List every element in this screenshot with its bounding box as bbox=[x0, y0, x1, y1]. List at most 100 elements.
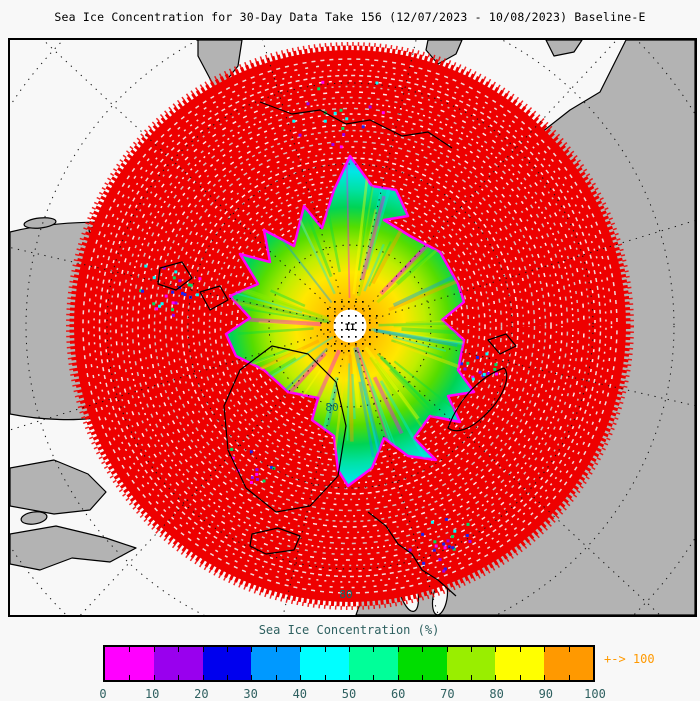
colorbar-tick bbox=[471, 675, 472, 680]
ice-speck bbox=[433, 540, 436, 543]
colorbar-tick bbox=[447, 647, 448, 652]
colorbar-tick bbox=[251, 647, 252, 652]
map-frame: II 80 80 bbox=[8, 38, 697, 617]
pole-marker: II bbox=[345, 323, 356, 333]
ice-speck bbox=[196, 293, 199, 296]
ice-speck bbox=[431, 521, 434, 524]
ice-speck bbox=[495, 373, 498, 376]
colorbar-label-10: 10 bbox=[145, 687, 159, 701]
ice-speck bbox=[439, 558, 442, 561]
ice-speck bbox=[483, 373, 486, 376]
ice-speck bbox=[153, 276, 156, 279]
colorbar-label-20: 20 bbox=[194, 687, 208, 701]
ice-speck bbox=[447, 539, 450, 542]
ice-speck bbox=[188, 283, 191, 286]
colorbar-tick bbox=[178, 647, 179, 652]
ice-speck bbox=[152, 302, 155, 305]
colorbar-tick bbox=[495, 675, 496, 680]
colorbar-tick bbox=[373, 647, 374, 652]
colorbar-tick bbox=[276, 647, 277, 652]
ice-speck bbox=[230, 448, 233, 451]
ice-speck bbox=[479, 371, 482, 374]
colorbar-tick bbox=[251, 675, 252, 680]
ice-speck bbox=[172, 314, 175, 317]
ice-speck bbox=[255, 473, 258, 476]
colorbar-tick bbox=[373, 675, 374, 680]
ice-speck bbox=[342, 133, 345, 136]
colorbar-tick bbox=[300, 675, 301, 680]
colorbar bbox=[103, 645, 595, 682]
ice-speck bbox=[144, 265, 147, 268]
ice-speck bbox=[409, 549, 412, 552]
colorbar-tick bbox=[227, 647, 228, 652]
ice-speck bbox=[442, 570, 445, 573]
ice-speck bbox=[171, 308, 174, 311]
ice-speck bbox=[451, 535, 454, 538]
ice-speck bbox=[173, 276, 176, 279]
ice-speck bbox=[183, 293, 186, 296]
ice-speck bbox=[494, 363, 497, 366]
colorbar-overflow-annotation: +-> 100 bbox=[604, 652, 655, 666]
ice-speck bbox=[292, 120, 295, 123]
ice-speck bbox=[255, 468, 258, 471]
ice-speck bbox=[433, 549, 436, 552]
ice-speck bbox=[422, 562, 425, 565]
ice-speck bbox=[453, 530, 456, 533]
ice-speck bbox=[250, 450, 253, 453]
colorbar-tick bbox=[398, 675, 399, 680]
ice-speck bbox=[445, 518, 448, 521]
colorbar-tick bbox=[325, 675, 326, 680]
ice-speck bbox=[382, 111, 385, 114]
ice-speck bbox=[466, 362, 469, 365]
colorbar-tick bbox=[520, 675, 521, 680]
ice-speck bbox=[362, 125, 365, 128]
ice-speck bbox=[178, 279, 181, 282]
colorbar-label-80: 80 bbox=[489, 687, 503, 701]
ice-speck bbox=[331, 143, 334, 146]
ice-speck bbox=[435, 545, 438, 548]
ice-speck bbox=[444, 546, 447, 549]
latitude-label-80-lower: 80 bbox=[339, 588, 352, 601]
ice-speck bbox=[250, 481, 253, 484]
plot-title: Sea Ice Concentration for 30-Day Data Ta… bbox=[0, 10, 700, 24]
colorbar-tick bbox=[203, 647, 204, 652]
ice-speck bbox=[467, 523, 470, 526]
ice-speck bbox=[421, 533, 424, 536]
ice-streak bbox=[351, 355, 352, 442]
polar-map-canvas: II 80 80 bbox=[10, 40, 695, 615]
colorbar-tick bbox=[349, 647, 350, 652]
colorbar-tick bbox=[422, 675, 423, 680]
colorbar-title: Sea Ice Concentration (%) bbox=[103, 623, 595, 637]
ice-speck bbox=[155, 307, 158, 310]
ice-speck bbox=[198, 277, 201, 280]
ice-speck bbox=[369, 106, 372, 109]
colorbar-tick bbox=[129, 675, 130, 680]
ice-speck bbox=[171, 291, 174, 294]
ice-speck bbox=[334, 112, 337, 115]
ice-speck bbox=[493, 368, 496, 371]
ice-speck bbox=[299, 134, 302, 137]
colorbar-label-30: 30 bbox=[243, 687, 257, 701]
latitude-label-80-upper: 80 bbox=[325, 401, 338, 414]
colorbar-tick bbox=[544, 647, 545, 652]
colorbar-label-0: 0 bbox=[99, 687, 106, 701]
ice-speck bbox=[451, 546, 454, 549]
ice-speck bbox=[469, 540, 472, 543]
colorbar-tick bbox=[447, 675, 448, 680]
ice-speck bbox=[472, 378, 475, 381]
ice-speck bbox=[317, 87, 320, 90]
ice-speck bbox=[321, 81, 324, 84]
colorbar-tick bbox=[154, 647, 155, 652]
colorbar-tick bbox=[178, 675, 179, 680]
colorbar-tick bbox=[422, 647, 423, 652]
ice-speck bbox=[324, 120, 327, 123]
colorbar-tick bbox=[203, 675, 204, 680]
ice-speck bbox=[175, 302, 178, 305]
ice-speck bbox=[174, 270, 177, 273]
ice-speck bbox=[158, 305, 161, 308]
colorbar-tick bbox=[276, 675, 277, 680]
colorbar-tick bbox=[227, 675, 228, 680]
colorbar-tick bbox=[544, 675, 545, 680]
colorbar-label-90: 90 bbox=[539, 687, 553, 701]
